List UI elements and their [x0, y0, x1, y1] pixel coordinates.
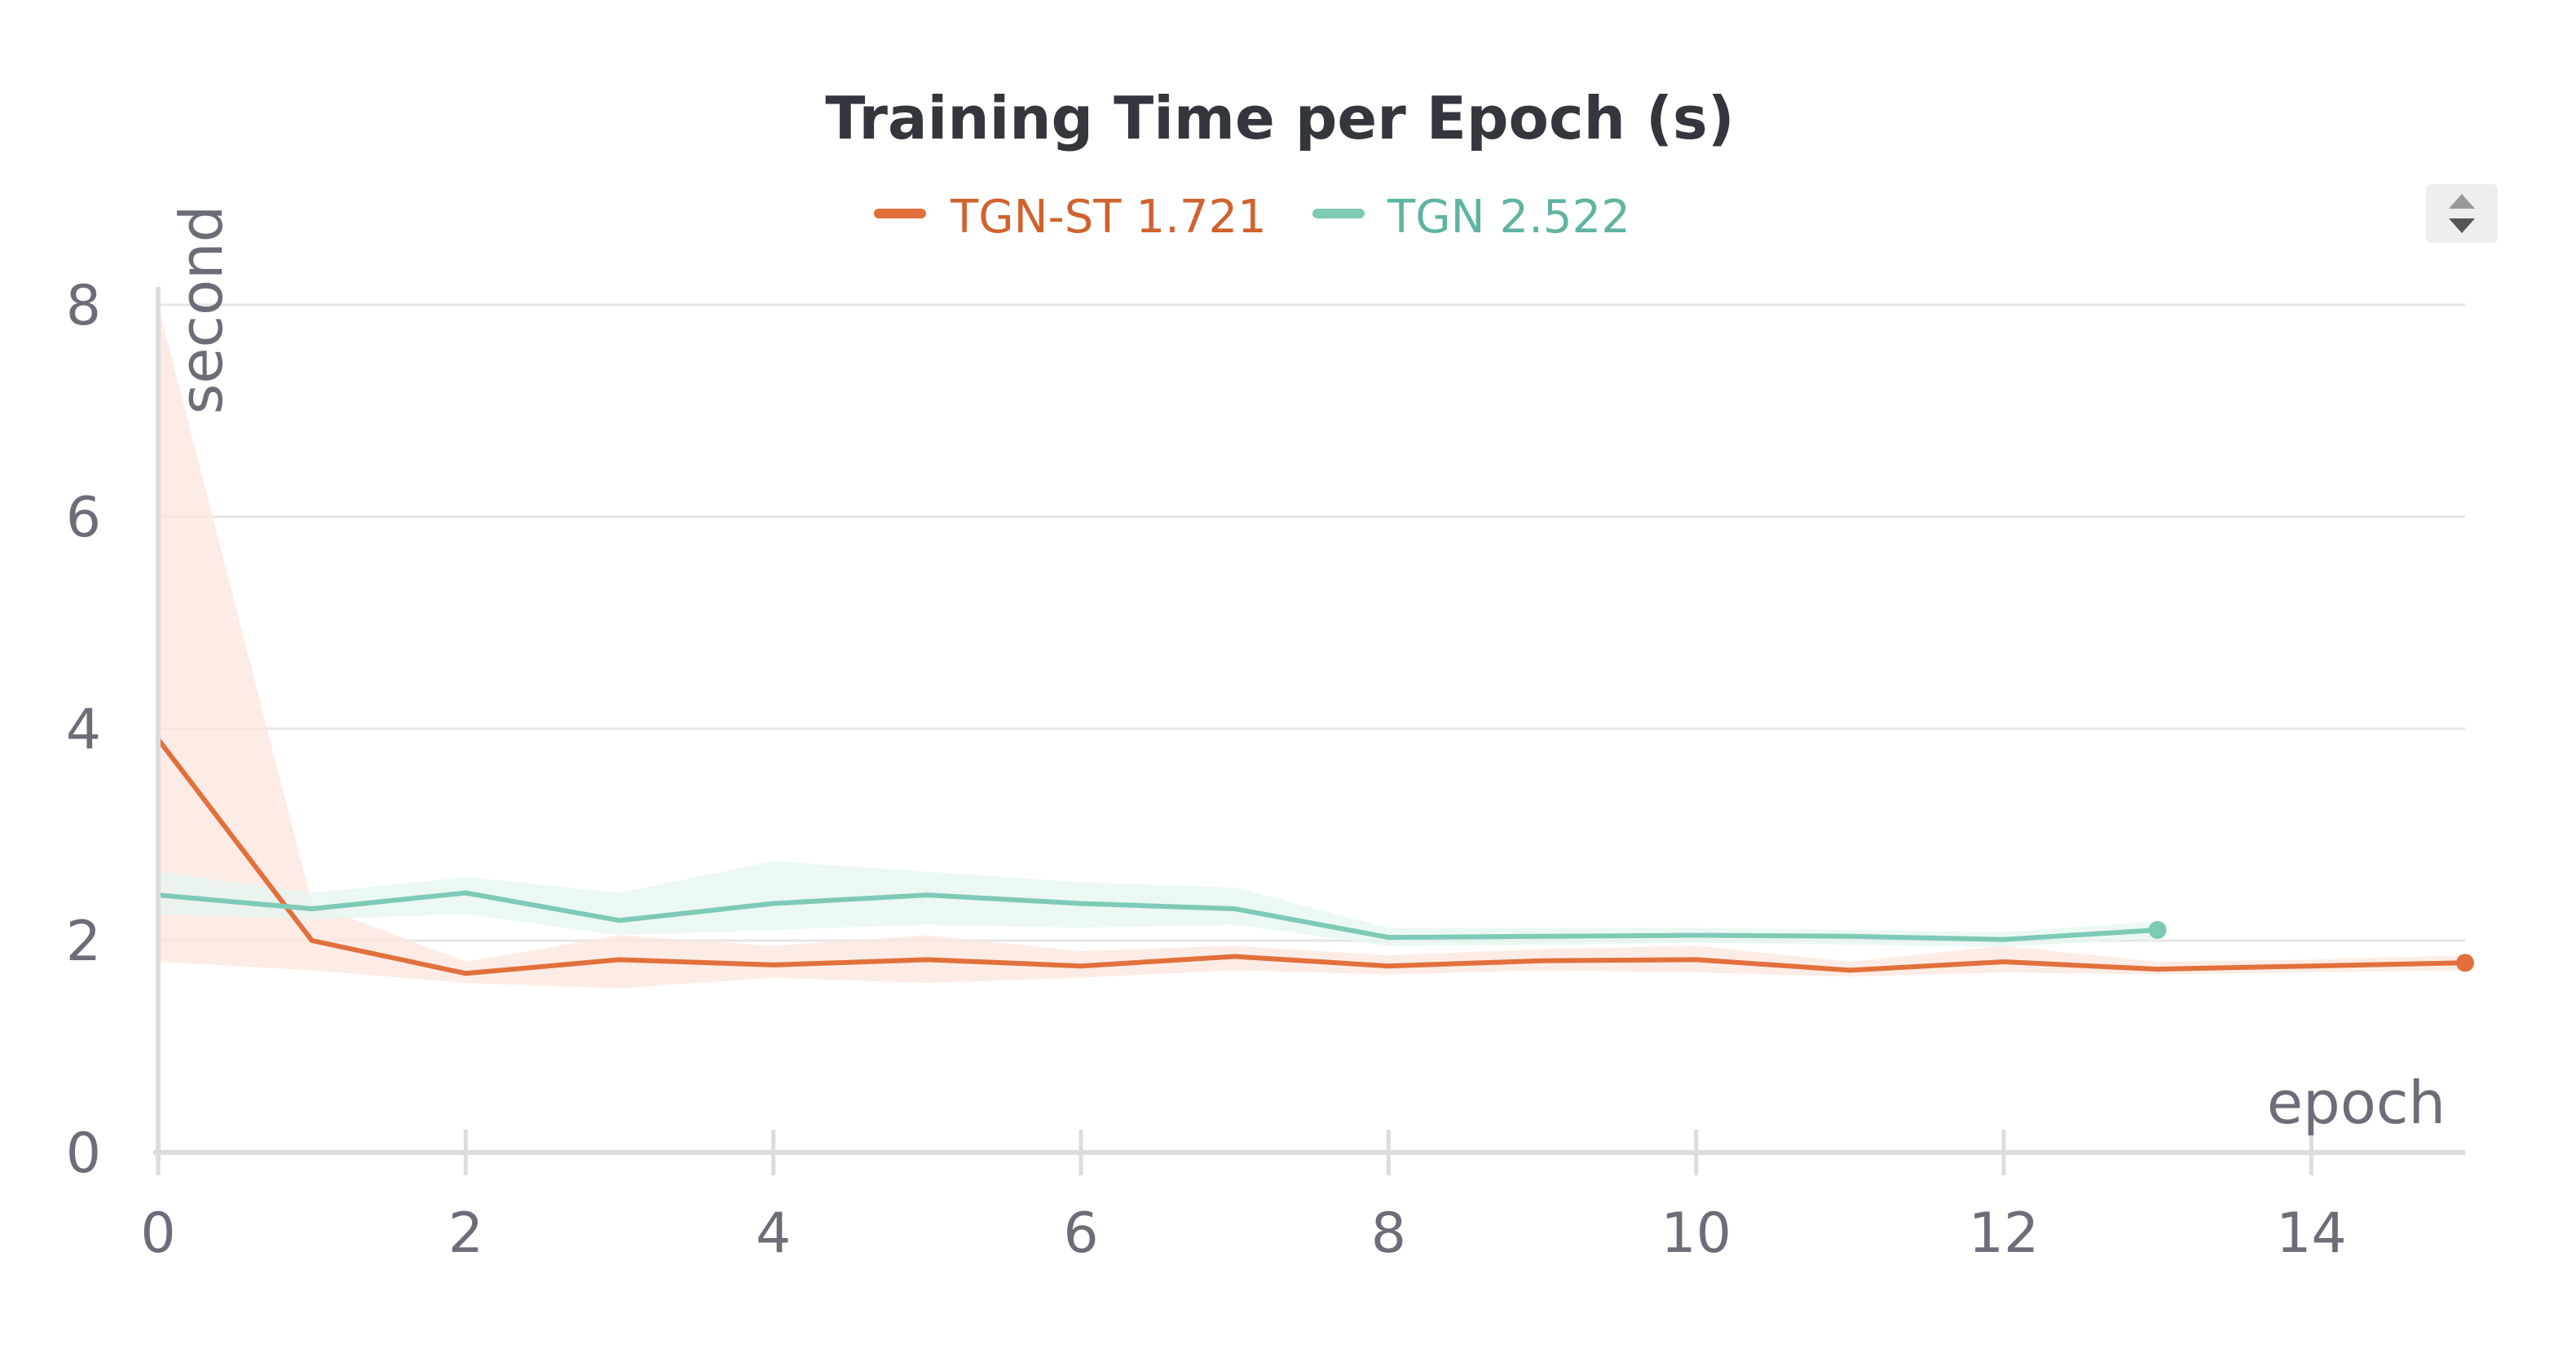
axes	[153, 287, 2465, 1175]
svg-text:TGN-ST1.721: TGN-ST 1.721	[950, 191, 1267, 244]
y-tick-label-2: 2	[66, 910, 101, 974]
x-tick-label-4: 4	[756, 1201, 791, 1266]
sort-up-down-icon[interactable]	[2426, 184, 2498, 243]
series-endpoint-tgn[interactable]	[2148, 921, 2167, 939]
y-tick-label-8: 8	[66, 274, 101, 338]
x-tick-label-10: 10	[1661, 1201, 1731, 1266]
x-axis-label: epoch	[2267, 1069, 2446, 1137]
confidence-bands	[158, 305, 2465, 989]
series-line-tgn-st[interactable]	[156, 738, 2466, 976]
y-tick-label-4: 4	[66, 698, 101, 762]
legend-value-tgn: 2.522	[1500, 191, 1630, 244]
x-tick-label-2: 2	[448, 1201, 483, 1266]
x-tick-label-14: 14	[2276, 1201, 2347, 1266]
y-tick-label-0: 0	[66, 1122, 101, 1186]
series-endpoint-tgn-st[interactable]	[2456, 954, 2474, 972]
legend-label-tgn: TGN	[1387, 191, 1485, 244]
legend-label-tgn-st: TGN-ST	[950, 191, 1122, 244]
legend-swatch-tgn	[1312, 209, 1365, 218]
series-lines	[156, 738, 2474, 976]
x-tick-label-0: 0	[140, 1201, 175, 1266]
series-line-tgn[interactable]	[157, 890, 2158, 942]
grid	[158, 303, 2465, 942]
legend-item-tgn-st[interactable]: TGN-ST 1.721	[874, 191, 1267, 244]
legend-swatch-tgn-st	[874, 209, 926, 218]
legend-item-tgn[interactable]: TGN 2.522	[1312, 191, 1630, 244]
legend-value-tgn-st: 1.721	[1136, 191, 1266, 244]
x-tick-label-8: 8	[1371, 1201, 1406, 1266]
x-tick-label-6: 6	[1063, 1201, 1098, 1266]
tick-labels: 0 2 4 6 8 10 12 14 0 2 4 6 8	[66, 274, 2347, 1266]
chart-title: Training Time per Epoch (s)	[825, 84, 1734, 152]
y-tick-label-6: 6	[66, 486, 101, 550]
legend: TGN-ST 1.721 TGN 2.522	[874, 191, 1630, 244]
x-tick-label-12: 12	[1969, 1201, 2040, 1266]
y-axis-label: second	[167, 205, 236, 415]
